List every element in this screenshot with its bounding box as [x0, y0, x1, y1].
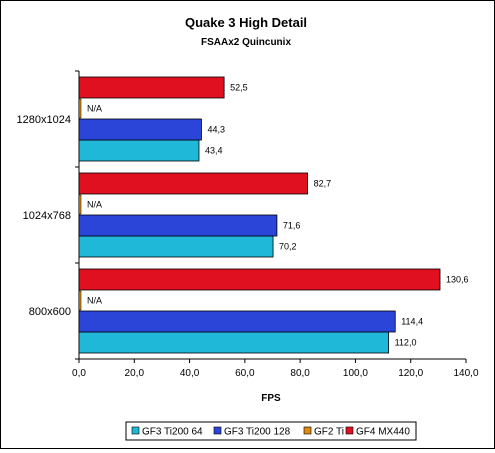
x-tick-label: 140,0 [453, 368, 478, 379]
x-tick-label: 80,0 [290, 368, 310, 379]
legend: GF3 Ti200 64 GF3 Ti200 128 GF2 Ti GF4 MX440 [125, 421, 417, 441]
data-label: 130,6 [446, 275, 469, 285]
data-label: 114,4 [401, 317, 423, 327]
bar [78, 118, 202, 141]
bar [78, 268, 441, 291]
x-tick-label: 0,0 [72, 368, 86, 379]
bar-na [78, 194, 82, 215]
legend-label: GF2 Ti [314, 427, 344, 438]
data-label: N/A [87, 104, 102, 114]
bar [78, 310, 396, 333]
legend-label: GF3 Ti200 128 [224, 427, 291, 438]
legend-swatch [303, 426, 312, 435]
data-label: 43,4 [205, 146, 223, 156]
x-tick-label: 60,0 [235, 368, 255, 379]
bar-na [78, 290, 82, 311]
bar [78, 139, 200, 162]
data-label: N/A [87, 296, 102, 306]
legend-label: GF4 MX440 [356, 427, 410, 438]
bar-na [78, 98, 82, 119]
data-label: 82,7 [314, 179, 332, 189]
bar [78, 214, 278, 237]
x-tick-label: 20,0 [125, 368, 145, 379]
x-axis-label: FPS [261, 393, 281, 404]
chart-title: Quake 3 High Detail [185, 15, 307, 30]
bar [78, 235, 274, 258]
bar [78, 331, 390, 354]
chart-subtitle: FSAAx2 Quincunix [201, 37, 291, 48]
x-tick-label: 120,0 [398, 368, 423, 379]
data-label: 71,6 [283, 221, 301, 231]
legend-swatch [345, 426, 354, 435]
plot-area: 0,0 20,0 40,0 60,0 80,0 100,0 120,0 140,0 1280x1… [17, 70, 479, 379]
legend-swatch [131, 426, 140, 435]
legend-label: GF3 Ti200 64 [142, 427, 203, 438]
x-tick-label: 40,0 [180, 368, 200, 379]
data-label: 112,0 [395, 338, 417, 348]
legend-box [125, 421, 417, 441]
category-label: 1280x1024 [17, 114, 71, 126]
bar [78, 76, 225, 99]
data-label: 52,5 [230, 83, 248, 93]
x-tick-label: 100,0 [343, 368, 368, 379]
legend-swatch [213, 426, 222, 435]
bar [78, 172, 309, 195]
data-label: 70,2 [279, 242, 297, 252]
data-label: 44,3 [207, 125, 225, 135]
category-label: 1024x768 [23, 210, 71, 222]
category-label: 800x600 [29, 306, 71, 318]
data-label: N/A [87, 200, 102, 210]
